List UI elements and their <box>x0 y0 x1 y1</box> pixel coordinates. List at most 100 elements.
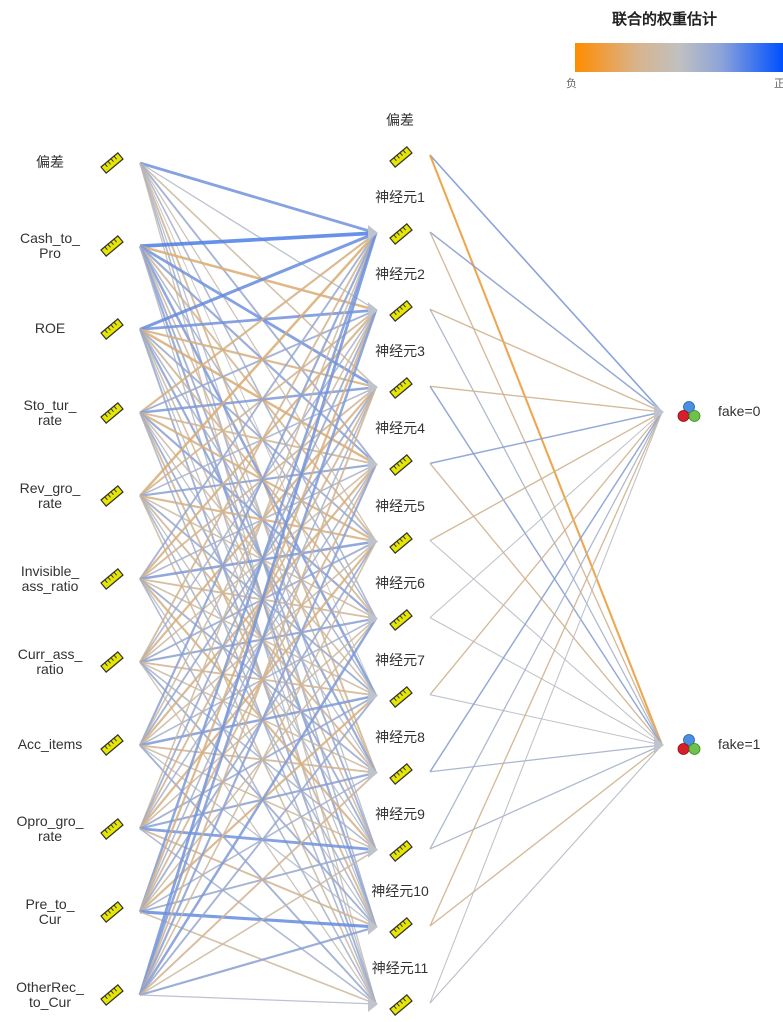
edge-input7-hidden9 <box>139 744 377 851</box>
input-node-label-10: OtherRec_ to_Cur <box>16 979 84 1010</box>
nominal-set-icon[interactable] <box>676 400 702 424</box>
ruler-icon[interactable] <box>100 983 124 1007</box>
edge-input1-hidden7 <box>138 245 378 697</box>
edge-input0-hidden9 <box>139 162 377 851</box>
edge-input9-hidden4 <box>139 463 377 913</box>
ruler-icon[interactable] <box>100 484 124 508</box>
edge-hidden2-output0 <box>429 308 663 413</box>
input-node-label-7: Acc_items <box>17 736 83 753</box>
ruler-icon[interactable] <box>389 453 413 477</box>
arrowhead-hidden11 <box>368 996 378 1012</box>
ruler-icon[interactable] <box>389 993 413 1017</box>
hidden-node-label-4: 神经元4 <box>375 420 425 437</box>
edge-input5-hidden1 <box>139 232 377 580</box>
edge-input3-hidden3 <box>139 385 377 414</box>
edge-input5-hidden10 <box>139 578 377 928</box>
ruler-icon[interactable] <box>389 531 413 555</box>
edge-input9-hidden8 <box>139 772 377 913</box>
ruler-icon[interactable] <box>389 608 413 632</box>
ruler-icon[interactable] <box>389 299 413 323</box>
input-node-label-9: Pre_to_ Cur <box>25 895 75 927</box>
edge-input10-hidden1 <box>138 232 378 996</box>
edge-hidden7-output0 <box>429 411 663 696</box>
edge-input2-hidden11 <box>139 329 377 1005</box>
ruler-icon[interactable] <box>389 376 413 400</box>
edge-input8-hidden5 <box>139 540 377 830</box>
edge-input4-hidden3 <box>139 386 377 497</box>
edge-input4-hidden1 <box>139 232 377 497</box>
edge-input5-hidden3 <box>139 386 377 580</box>
ruler-icon[interactable] <box>100 817 124 841</box>
arrowhead-hidden9 <box>368 841 378 858</box>
input-node-label-8: Opro_gro_ rate <box>16 812 84 844</box>
edge-input2-hidden4 <box>139 328 377 466</box>
ruler-icon[interactable] <box>100 401 124 425</box>
arrowhead-output0 <box>654 404 664 420</box>
ruler-icon[interactable] <box>389 145 413 169</box>
edge-hidden6-output0 <box>429 411 663 618</box>
edge-input4-hidden9 <box>139 495 377 851</box>
edge-input7-hidden1 <box>139 232 377 746</box>
hidden-output-connections <box>429 154 664 1004</box>
edge-input8-hidden11 <box>139 827 377 1005</box>
edge-input10-hidden10 <box>139 925 377 997</box>
edge-input3-hidden7 <box>139 412 377 697</box>
edge-input4-hidden8 <box>139 495 377 774</box>
ruler-icon[interactable] <box>389 762 413 786</box>
ruler-icon[interactable] <box>389 916 413 940</box>
ruler-icon[interactable] <box>100 317 124 341</box>
edge-input7-hidden6 <box>139 617 377 747</box>
hidden-node-label-11: 神经元11 <box>371 960 429 977</box>
edge-input1-hidden5 <box>139 245 377 542</box>
edge-input1-hidden8 <box>139 245 377 774</box>
ruler-icon[interactable] <box>389 685 413 709</box>
edge-input8-hidden7 <box>139 694 377 830</box>
edge-input4-hidden5 <box>139 494 377 543</box>
edge-input5-hidden8 <box>139 578 377 774</box>
ruler-icon[interactable] <box>100 567 124 591</box>
ruler-icon[interactable] <box>100 151 124 175</box>
arrowhead-hidden2 <box>368 302 378 319</box>
edge-input9-hidden6 <box>139 617 377 913</box>
edge-hidden10-output0 <box>429 411 663 927</box>
edge-hidden9-output0 <box>429 411 663 850</box>
edge-hidden4-output0 <box>429 411 663 465</box>
edge-input6-hidden8 <box>139 661 377 774</box>
ruler-icon[interactable] <box>100 234 124 258</box>
edge-hidden11-output0 <box>429 411 663 1004</box>
edge-input10-hidden8 <box>139 772 377 996</box>
edge-input9-hidden7 <box>139 694 377 913</box>
edge-input3-hidden2 <box>139 309 377 414</box>
edge-input7-hidden2 <box>139 309 377 746</box>
input-node-label-1: Cash_to_ Pro <box>20 230 80 262</box>
ruler-icon[interactable] <box>100 900 124 924</box>
edge-input9-hidden9 <box>139 848 377 913</box>
nominal-set-icon[interactable] <box>676 733 702 757</box>
ruler-icon[interactable] <box>389 839 413 863</box>
edge-input7-hidden3 <box>139 386 377 746</box>
output-node-label-0: fake=0 <box>718 403 761 419</box>
edge-input10-hidden11 <box>139 994 377 1005</box>
edge-input0-hidden1 <box>139 161 377 235</box>
edge-input2-hidden5 <box>139 328 377 543</box>
edge-input3-hidden8 <box>139 412 377 774</box>
edge-input0-hidden7 <box>139 162 377 696</box>
ruler-icon[interactable] <box>100 733 124 757</box>
arrowhead-output1 <box>654 737 664 753</box>
output-node-label-1: fake=1 <box>718 736 761 752</box>
edge-input8-hidden10 <box>139 827 377 928</box>
edge-input8-hidden4 <box>139 463 377 830</box>
ruler-icon[interactable] <box>389 222 413 246</box>
edge-input5-hidden4 <box>139 463 377 580</box>
edge-hidden0-output0 <box>429 154 663 413</box>
edge-input3-hidden4 <box>139 411 377 466</box>
edge-input1-hidden6 <box>139 245 377 619</box>
edge-input0-hidden2 <box>139 162 377 311</box>
edge-input2-hidden8 <box>139 328 377 774</box>
edge-input8-hidden6 <box>139 617 377 830</box>
edge-hidden8-output1 <box>429 744 663 773</box>
edge-input5-hidden5 <box>139 540 377 581</box>
edge-hidden2-output1 <box>429 308 663 746</box>
arrowhead-hidden3 <box>368 379 378 396</box>
ruler-icon[interactable] <box>100 650 124 674</box>
